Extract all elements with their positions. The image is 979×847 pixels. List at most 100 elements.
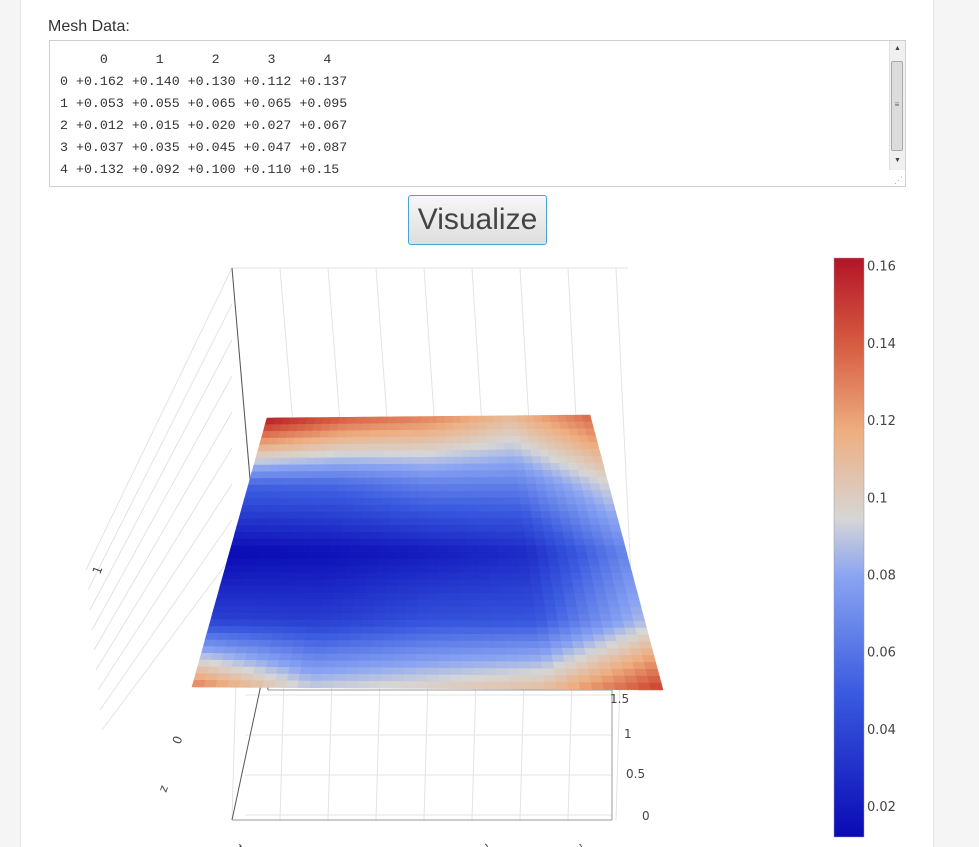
surface-cell [487, 558, 500, 567]
mesh-row: 0 +0.162 +0.140 +0.130 +0.112 +0.137 [60, 74, 348, 89]
surface-cell [427, 484, 438, 492]
scroll-thumb[interactable]: ≡ [891, 61, 903, 151]
surface-cell [494, 647, 508, 656]
surface-cell [224, 599, 238, 607]
surface-cell [315, 640, 328, 648]
surface-cell [437, 497, 448, 506]
surface-cell [408, 518, 420, 526]
visualize-button[interactable]: Visualize [408, 195, 547, 245]
surface-cell [445, 449, 455, 458]
surface-cell [395, 592, 408, 601]
surface-cell [364, 484, 375, 492]
surface-cell [325, 498, 337, 506]
surface-cell [436, 429, 446, 438]
surface-cell [489, 470, 500, 478]
surface-cell [478, 443, 489, 451]
surface-cell [273, 525, 286, 533]
surface-cell [521, 586, 533, 594]
surface-cell [479, 586, 492, 594]
surface-cell [477, 552, 489, 560]
surface-cell [437, 592, 450, 601]
surface-cell [233, 653, 247, 661]
surface-cell [417, 565, 429, 574]
surface-cell [427, 511, 438, 519]
surface-cell [526, 552, 539, 560]
surface-cell [237, 592, 251, 601]
surface-cell [265, 518, 278, 526]
surface-cell [590, 572, 604, 581]
surface-cell [253, 666, 267, 675]
surface-cell [481, 483, 493, 492]
colorbar-gradient [833, 257, 865, 838]
surface-plot[interactable]: 1.510.5010z1.5.523 0.160.140.120.10.080.… [0, 250, 979, 847]
surface-cell [375, 457, 386, 465]
surface-cell [411, 436, 421, 445]
surface-cell [468, 565, 480, 574]
surface-cell [239, 626, 253, 634]
surface-cell [293, 572, 306, 580]
surface-cell [515, 634, 529, 642]
surface-cell [573, 538, 586, 546]
surface-cell [471, 640, 485, 649]
surface-cell [391, 477, 402, 486]
surface-cell [308, 612, 321, 621]
surface-cell [446, 518, 458, 526]
z-tick-label: 0 [170, 734, 186, 746]
surface-cell [573, 648, 587, 656]
surface-cell [335, 437, 346, 445]
surface-cell [427, 531, 439, 540]
surface-cell [554, 538, 567, 547]
surface-cell [473, 668, 486, 676]
surface-cell [427, 579, 439, 587]
surface-cell [357, 667, 371, 675]
surface-cell [458, 586, 471, 594]
surface-cell [252, 619, 266, 628]
grid-line [279, 679, 285, 821]
surface-cell [318, 545, 331, 553]
surface-cell [445, 477, 456, 485]
surface-cell [618, 648, 632, 656]
surface-cell [428, 416, 437, 424]
surface-cell [385, 592, 397, 601]
surface-cell [485, 674, 498, 683]
surface-cell [290, 491, 302, 499]
surface-cell [448, 592, 460, 601]
surface-cell [379, 525, 391, 533]
surface-cell [570, 572, 583, 581]
surface-cell [217, 626, 232, 634]
textarea-scrollbar[interactable]: ▲ ≡ ▼ [889, 41, 905, 170]
surface-cell [240, 579, 254, 587]
surface-cell [556, 613, 570, 622]
surface-cell [480, 463, 491, 471]
surface-cell [316, 633, 329, 641]
surface-cell [449, 654, 463, 662]
surface-cell [360, 436, 371, 445]
surface-cell [543, 476, 555, 485]
surface-cell [323, 511, 335, 520]
surface-cell [270, 498, 282, 506]
scroll-up-icon[interactable]: ▲ [894, 45, 901, 52]
surface-cell [583, 641, 597, 649]
surface-cell [526, 483, 538, 492]
resize-grip-icon[interactable]: ⋰ [894, 175, 903, 185]
surface-cell [490, 593, 503, 601]
surface-cell [500, 586, 513, 594]
surface-cell [406, 572, 419, 581]
surface-cell [267, 599, 281, 607]
surface-cell [373, 613, 386, 621]
surface-cell [283, 626, 297, 634]
surface-cell [534, 606, 547, 615]
surface-cell [473, 490, 484, 499]
surface-cell [419, 416, 429, 424]
surface-cell [221, 612, 235, 621]
grid-line [615, 679, 621, 821]
surface-cell [587, 559, 601, 567]
surface-cell [427, 504, 438, 513]
surface-cell [403, 681, 417, 689]
surface-cell [291, 585, 304, 594]
surface-cell [228, 626, 243, 634]
surface-cell [345, 572, 357, 580]
scroll-down-icon[interactable]: ▼ [894, 157, 901, 164]
surface-cell [282, 633, 296, 641]
